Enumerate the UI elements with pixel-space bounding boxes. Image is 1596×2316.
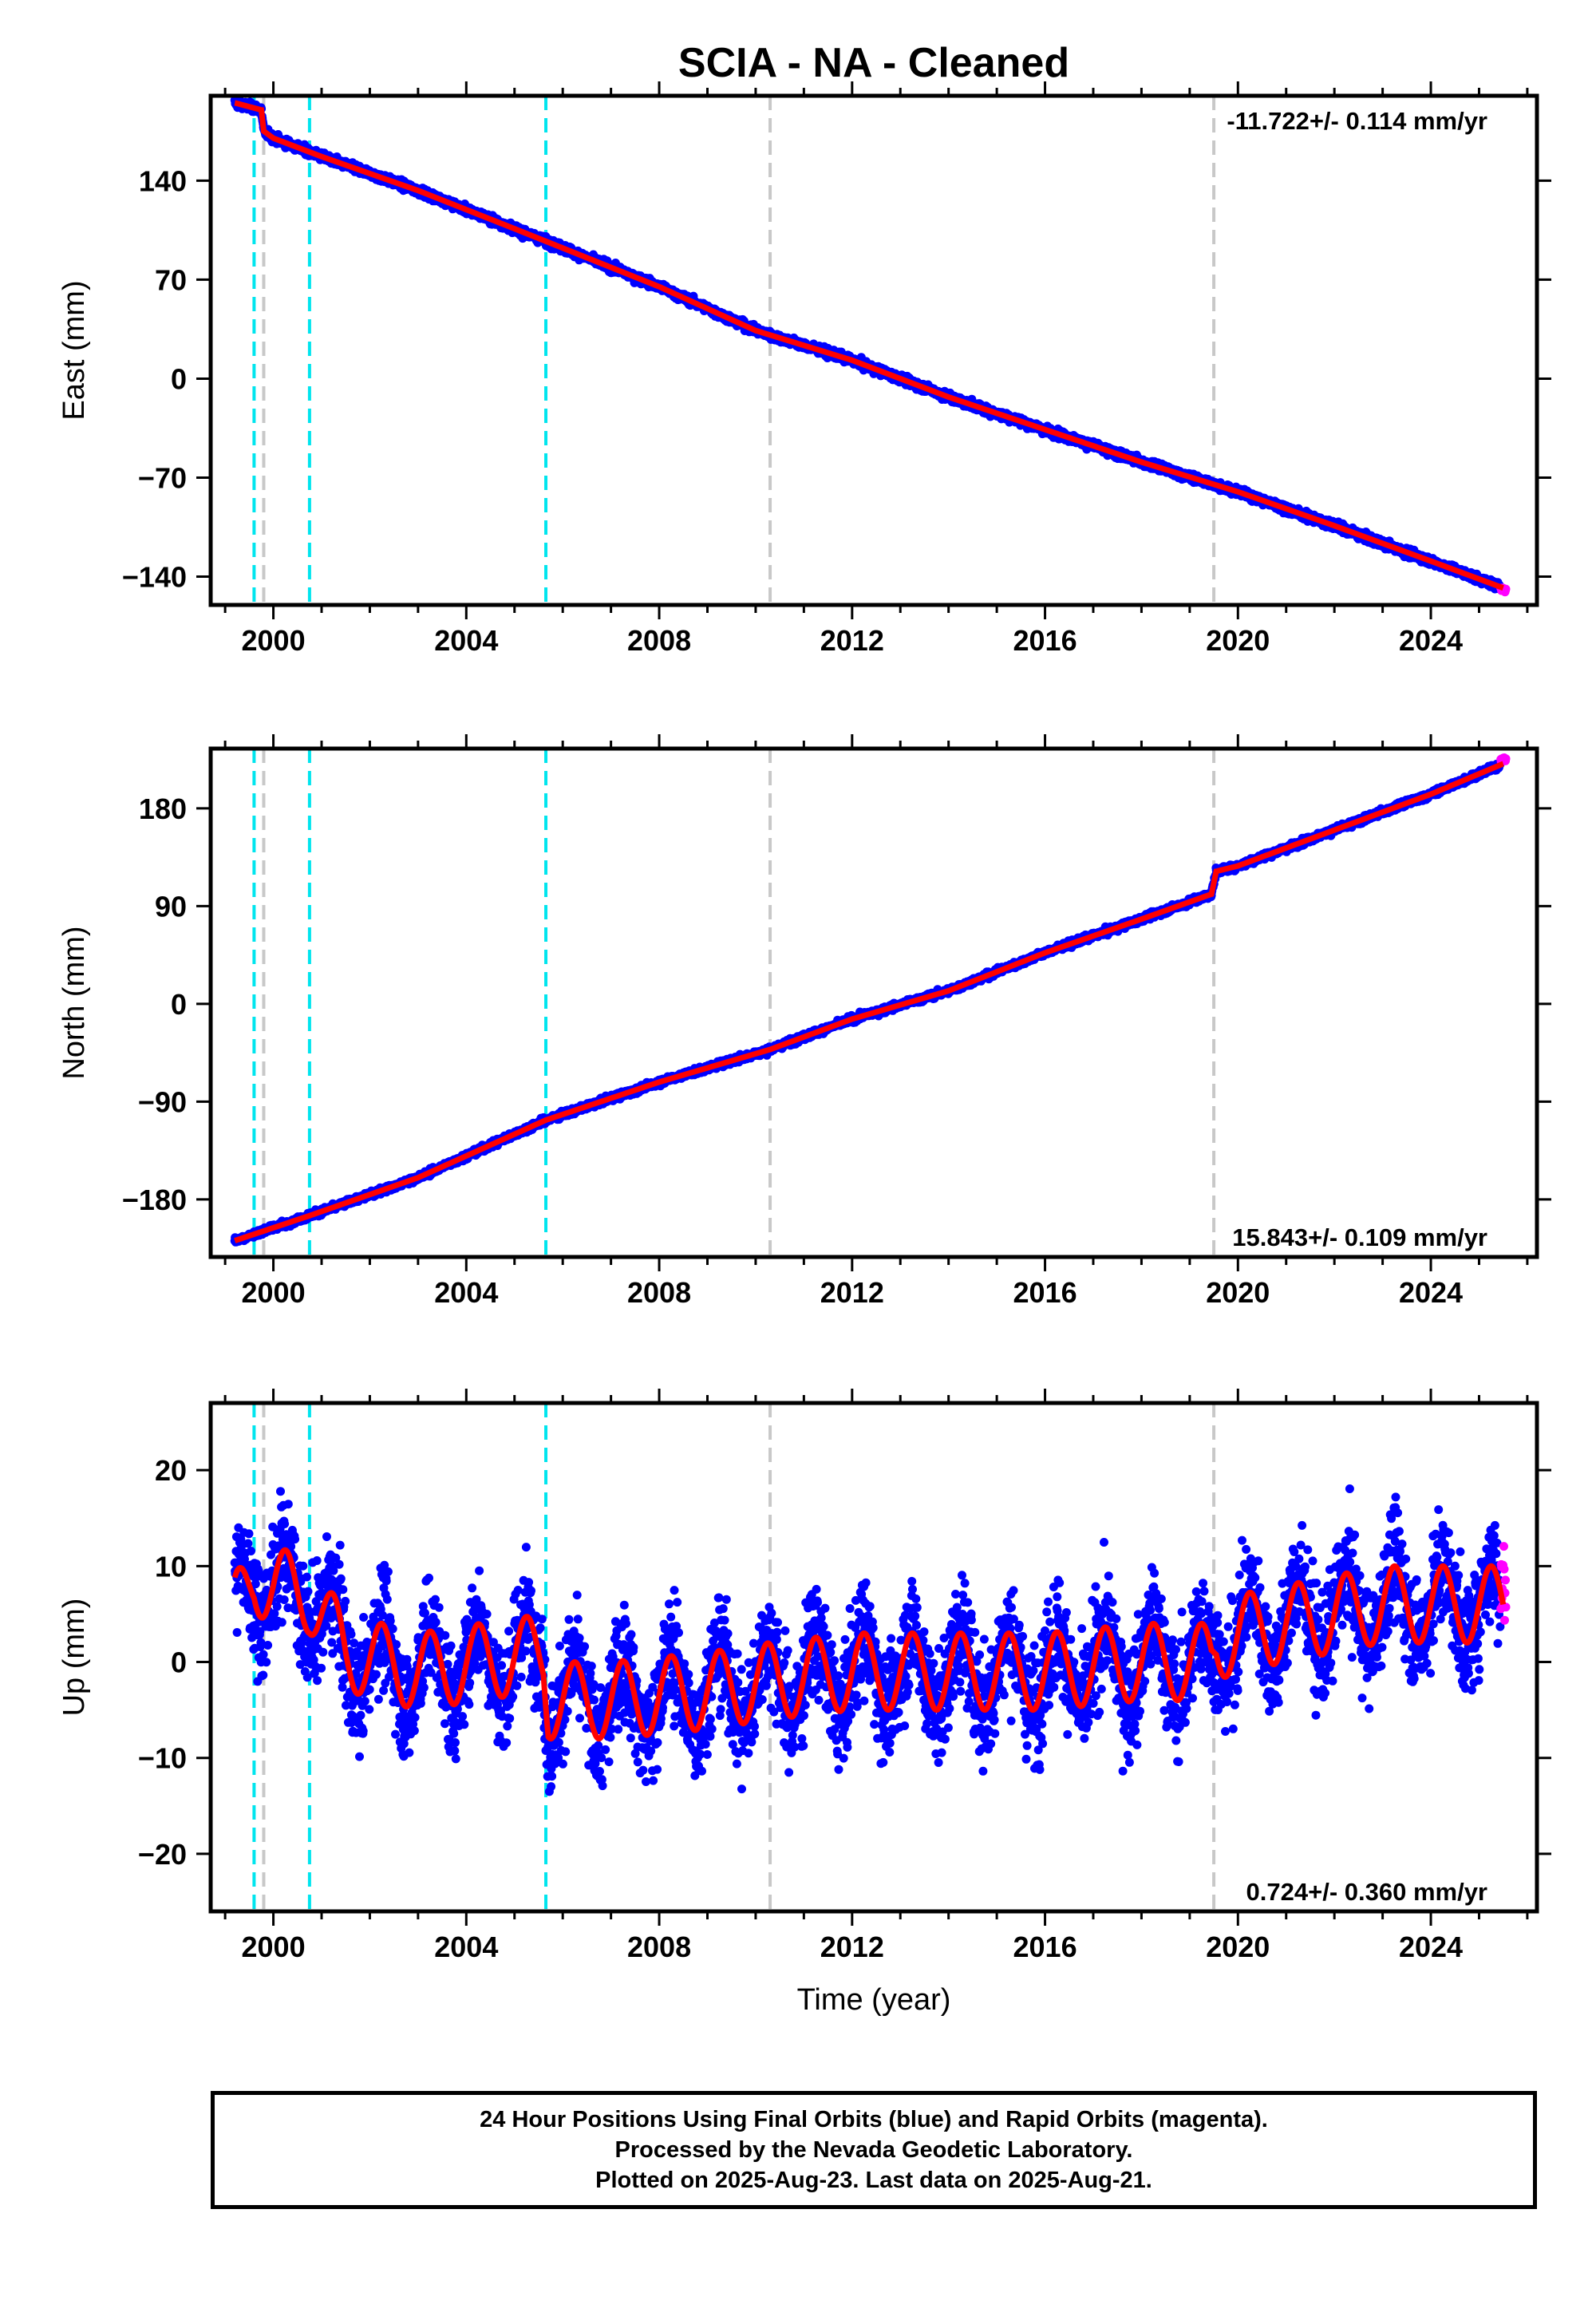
north-y-tick-label: 180 xyxy=(139,792,187,825)
north-x-tick-label: 2012 xyxy=(820,1276,884,1309)
up-x-tick-label: 2008 xyxy=(627,1931,691,1963)
north-rapid-orbit-points xyxy=(1496,753,1511,766)
panel-up: 2000 2004 2008 2012 2016 2020 2024 −20 −10 0 10 20 U… xyxy=(57,1389,1551,1963)
footer-line-2: Processed by the Nevada Geodetic Laborat… xyxy=(614,2137,1133,2163)
north-y-axis-label: North (mm) xyxy=(57,926,91,1079)
up-y-tick-label: 0 xyxy=(171,1646,187,1679)
panels: 2000 2004 2008 2012 2016 2020 2024−140−7007014… xyxy=(57,81,1551,1963)
east-x-tick-label: 2024 xyxy=(1399,624,1463,657)
north-plot-area xyxy=(230,749,1511,1257)
east-y-tick-label: 70 xyxy=(155,263,187,296)
panel-east: 2000 2004 2008 2012 2016 2020 2024 −140 −70 0 70 14… xyxy=(57,81,1551,657)
north-final-orbit-points xyxy=(230,758,1505,1247)
east-y-tick-label: −140 xyxy=(122,561,187,594)
east-plot-area xyxy=(230,96,1511,605)
north-x-tick-label: 2008 xyxy=(627,1276,691,1309)
north-y-tick-label: −180 xyxy=(122,1184,187,1216)
east-frame xyxy=(208,93,1539,607)
up-rate-label: 0.724+/- 0.360 mm/yr xyxy=(1246,1878,1487,1906)
time-series-chart: SCIA - NA - Cleaned 2000 2004 2008 2012 2016… xyxy=(57,40,1551,2017)
panel-north: 2000 2004 2008 2012 2016 2020 2024 −180 −90 0 90 18… xyxy=(57,734,1551,1309)
north-x-tick-label: 2004 xyxy=(434,1276,498,1309)
up-x-tick-label: 2004 xyxy=(434,1931,498,1963)
up-x-tick-label: 2024 xyxy=(1399,1931,1463,1963)
chart-title: SCIA - NA - Cleaned xyxy=(678,40,1069,86)
east-x-tick-label: 2008 xyxy=(627,624,691,657)
north-y-tick-label: 0 xyxy=(171,988,187,1021)
east-y-tick-label: −70 xyxy=(138,462,187,495)
up-x-tick-label: 2020 xyxy=(1206,1931,1270,1963)
footer-line-1: 24 Hour Positions Using Final Orbits (bl… xyxy=(480,2107,1268,2132)
footer-line-3: Plotted on 2025-Aug-23. Last data on 202… xyxy=(595,2168,1152,2193)
east-x-tick-label: 2016 xyxy=(1013,624,1077,657)
up-model-line xyxy=(231,1547,1507,1742)
east-y-tick-label: 140 xyxy=(139,164,187,197)
up-y-tick-label: 20 xyxy=(155,1454,187,1487)
up-frame xyxy=(208,1401,1539,1914)
up-x-tick-label: 2012 xyxy=(820,1931,884,1963)
east-y-axis-label: East (mm) xyxy=(57,280,91,420)
east-x-tick-label: 2020 xyxy=(1206,624,1270,657)
east-x-tick-label: 2000 xyxy=(242,624,306,657)
up-x-tick-label: 2000 xyxy=(242,1931,306,1963)
up-x-tick-label: 2016 xyxy=(1013,1931,1077,1963)
up-plot-area xyxy=(230,1403,1511,1911)
north-x-tick-label: 2024 xyxy=(1399,1276,1463,1309)
up-y-axis-label: Up (mm) xyxy=(57,1599,91,1717)
east-y-tick-label: 0 xyxy=(171,362,187,395)
east-x-tick-label: 2012 xyxy=(820,624,884,657)
up-y-tick-label: 10 xyxy=(155,1550,187,1583)
east-rate-label: -11.722+/- 0.114 mm/yr xyxy=(1227,107,1487,135)
north-model-line xyxy=(234,761,1504,1243)
footer-box: 24 Hour Positions Using Final Orbits (bl… xyxy=(211,2091,1537,2209)
north-y-tick-label: −90 xyxy=(138,1085,187,1118)
x-axis-label: Time (year) xyxy=(797,1983,951,2017)
up-y-tick-label: −20 xyxy=(138,1838,187,1871)
east-x-tick-label: 2004 xyxy=(434,624,498,657)
north-rate-label: 15.843+/- 0.109 mm/yr xyxy=(1232,1223,1487,1251)
north-x-tick-label: 2016 xyxy=(1013,1276,1077,1309)
north-x-tick-label: 2000 xyxy=(242,1276,306,1309)
east-model-line xyxy=(234,100,1504,591)
north-x-tick-label: 2020 xyxy=(1206,1276,1270,1309)
up-y-tick-label: −10 xyxy=(138,1742,187,1775)
north-y-tick-label: 90 xyxy=(155,890,187,923)
